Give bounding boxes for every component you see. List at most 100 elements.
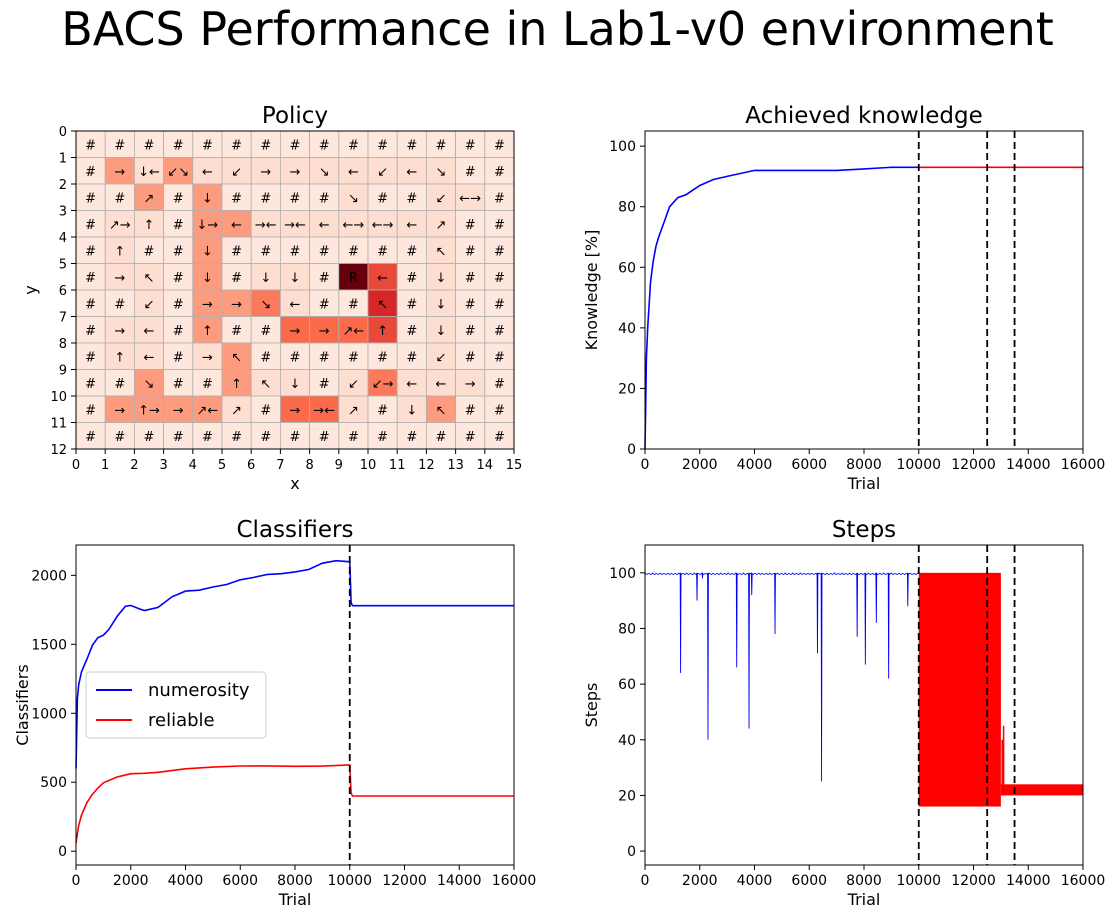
x-tick-label: 10000 xyxy=(896,457,941,473)
heatmap-cell xyxy=(425,183,456,211)
policy-symbol: ↑ xyxy=(114,244,125,259)
heatmap-cell xyxy=(279,157,310,185)
heatmap-cell xyxy=(396,130,427,158)
policy-symbol: ↓ xyxy=(202,271,213,286)
policy-symbol: # xyxy=(406,271,417,286)
policy-symbol: ← xyxy=(348,165,359,180)
policy-symbol: # xyxy=(465,324,476,339)
policy-symbol: # xyxy=(173,324,184,339)
y-axis-label: Steps xyxy=(582,683,601,728)
policy-symbol: # xyxy=(173,377,184,392)
x-tick-label: 6000 xyxy=(222,873,258,889)
heatmap-cell xyxy=(425,342,456,370)
series-band-red xyxy=(918,572,1001,807)
policy-symbol: →← xyxy=(284,218,306,233)
heatmap-cell xyxy=(133,342,164,370)
heatmap-cell xyxy=(221,210,252,238)
policy-symbol: ↑ xyxy=(114,350,125,365)
heatmap-cell xyxy=(163,210,194,238)
policy-symbol: ↘ xyxy=(260,297,271,312)
policy-symbol: ↓ xyxy=(290,271,301,286)
series-dip xyxy=(750,572,753,596)
policy-symbol: # xyxy=(494,244,505,259)
policy-symbol: ← xyxy=(436,377,447,392)
y-tick-label: 8 xyxy=(59,337,67,352)
x-tick-label: 12 xyxy=(418,458,435,473)
policy-symbol: → xyxy=(114,403,125,418)
heatmap-cell xyxy=(367,210,398,238)
y-axis-label: Knowledge [%] xyxy=(582,230,601,351)
heatmap-cell xyxy=(221,316,252,344)
policy-symbol: ↑→ xyxy=(138,403,160,418)
steps-panel: 0 2000 4000 6000 8000 10000 12000 14000 16000 0 20… xyxy=(582,517,1105,909)
heatmap-cell xyxy=(133,395,164,423)
plot-frame xyxy=(75,544,515,866)
policy-symbol: # xyxy=(114,191,125,206)
y-tick-label: 1500 xyxy=(31,637,67,653)
policy-symbol: → xyxy=(260,165,271,180)
heatmap-cell xyxy=(279,289,310,317)
heatmap-cell xyxy=(367,263,398,291)
policy-symbol: # xyxy=(173,138,184,153)
series-dip xyxy=(701,572,704,579)
y-tick-label: 40 xyxy=(618,733,636,749)
policy-symbol: ↓ xyxy=(436,297,447,312)
y-tick-label: 80 xyxy=(618,621,636,637)
heatmap-cell xyxy=(396,236,427,264)
policy-symbol: # xyxy=(173,271,184,286)
policy-symbol: # xyxy=(260,350,271,365)
policy-symbol: ← xyxy=(406,377,417,392)
policy-symbol: ← xyxy=(202,165,213,180)
x-tick-label: 0 xyxy=(72,873,81,889)
policy-symbol: # xyxy=(173,218,184,233)
policy-symbol: # xyxy=(465,271,476,286)
heatmap-cell xyxy=(309,157,340,185)
heatmap-cell xyxy=(484,157,515,185)
heatmap-cell xyxy=(279,342,310,370)
heatmap-cell xyxy=(338,263,369,291)
heatmap-cell xyxy=(75,395,106,423)
y-tick-label: 2 xyxy=(59,178,67,193)
y-tick-label: 80 xyxy=(618,200,636,216)
heatmap-cell xyxy=(75,263,106,291)
policy-symbol: # xyxy=(144,430,155,445)
heatmap-cell xyxy=(484,130,515,158)
y-tick-label: 1 xyxy=(59,152,67,167)
x-tick-label: 14000 xyxy=(1006,873,1051,889)
policy-symbol: ← xyxy=(377,271,388,286)
heatmap-cell xyxy=(367,289,398,317)
policy-symbol: ↙ xyxy=(144,297,155,312)
policy-symbol: # xyxy=(494,218,505,233)
policy-symbol: # xyxy=(377,191,388,206)
policy-symbol: → xyxy=(319,324,330,339)
x-tick-label: 8 xyxy=(305,458,313,473)
y-axis-label: Classifiers xyxy=(13,664,32,745)
heatmap-cell xyxy=(279,369,310,397)
policy-symbol: # xyxy=(85,350,96,365)
policy-symbol: ↘ xyxy=(319,165,330,180)
policy-symbol: ←→ xyxy=(372,218,394,233)
policy-symbol: # xyxy=(465,430,476,445)
x-tick-label: 3 xyxy=(159,458,167,473)
policy-symbol: ← xyxy=(144,324,155,339)
y-tick-label: 500 xyxy=(40,775,67,791)
series-dip xyxy=(679,572,682,674)
policy-symbol: ←→ xyxy=(343,218,365,233)
x-tick-label: 4000 xyxy=(168,873,204,889)
heatmap-cell xyxy=(425,130,456,158)
policy-symbol: # xyxy=(406,324,417,339)
series-line-numerosity xyxy=(75,559,514,769)
policy-symbol: # xyxy=(260,191,271,206)
x-axis-label: Trial xyxy=(278,890,312,909)
series-dip xyxy=(696,572,698,601)
policy-symbol: ↓ xyxy=(406,403,417,418)
policy-symbol: ↓ xyxy=(202,244,213,259)
heatmap-cell xyxy=(338,422,369,450)
x-tick-label: 8000 xyxy=(846,873,882,889)
policy-symbol: # xyxy=(85,244,96,259)
policy-symbol: ↖ xyxy=(260,377,271,392)
heatmap-cell xyxy=(455,369,486,397)
series-dip xyxy=(875,572,878,623)
policy-symbol: # xyxy=(202,138,213,153)
policy-symbol: # xyxy=(85,271,96,286)
